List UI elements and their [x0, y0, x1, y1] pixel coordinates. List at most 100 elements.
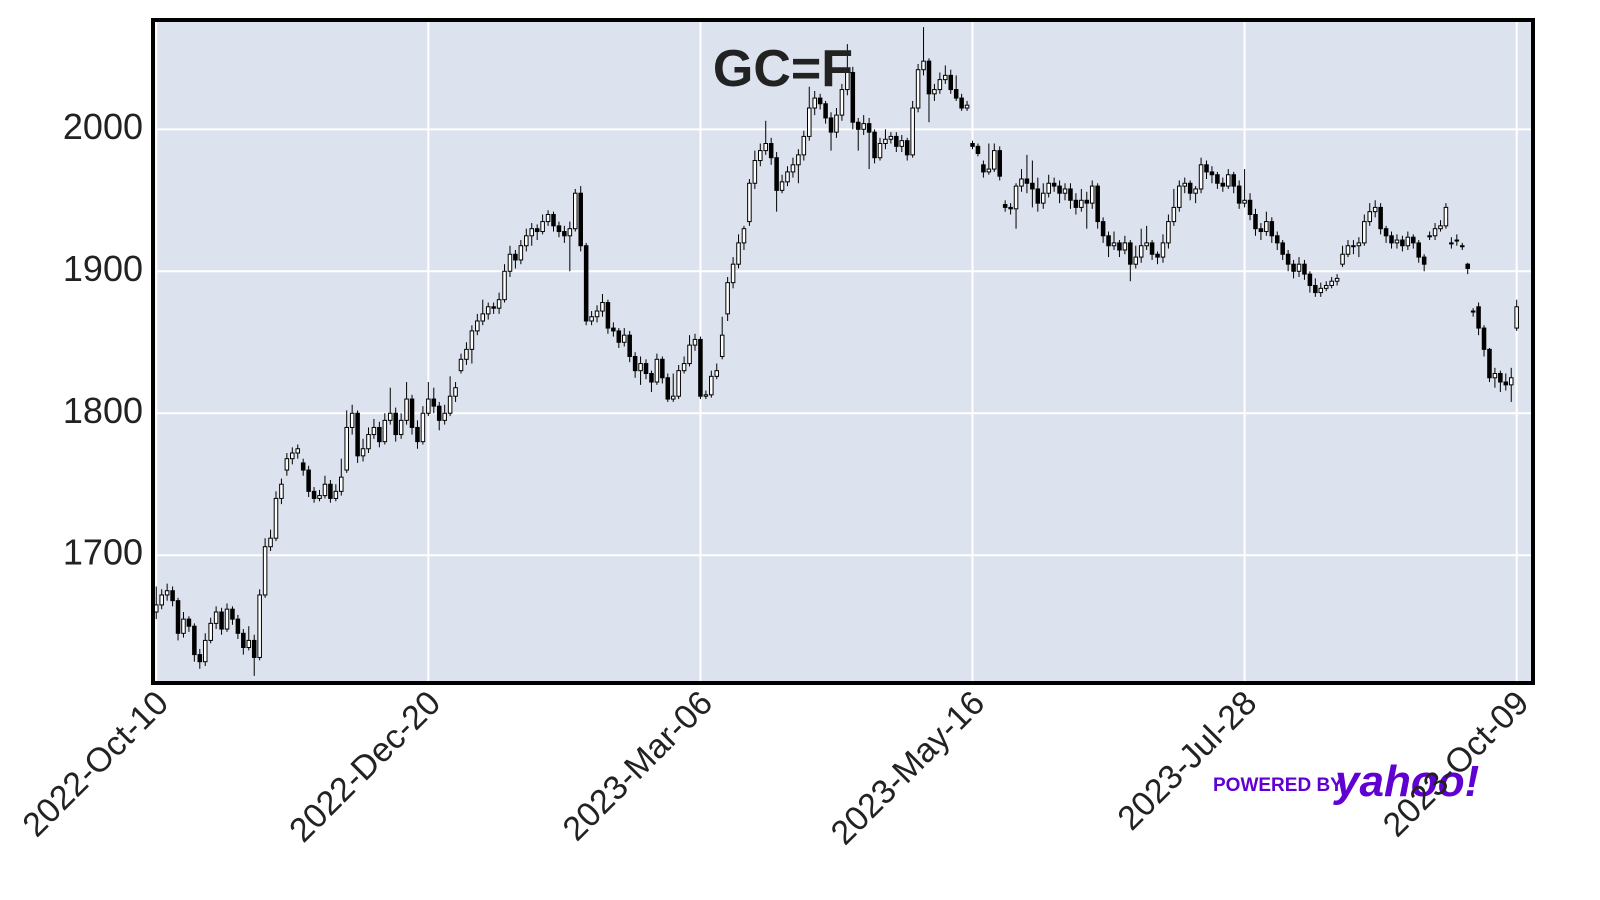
candle-body	[1258, 228, 1264, 233]
candle-body	[1487, 348, 1492, 379]
candle-body	[627, 334, 632, 357]
candle-body	[1313, 284, 1318, 294]
candle-body	[366, 434, 371, 450]
candle-body	[921, 60, 926, 71]
candle-body	[894, 135, 899, 147]
candle-body	[246, 639, 252, 649]
candle-body	[986, 168, 992, 173]
candle-body	[839, 89, 845, 116]
candle-body	[436, 405, 442, 421]
candle-body	[992, 150, 997, 170]
candle-body	[202, 639, 208, 663]
candle-body	[1253, 213, 1258, 230]
candle-body	[611, 327, 616, 332]
candle-body	[1411, 236, 1416, 244]
candle-body	[1231, 174, 1236, 187]
candle-body	[431, 398, 437, 407]
candle-body	[540, 221, 545, 233]
candle-body	[1187, 182, 1193, 194]
candle-body	[1465, 263, 1470, 269]
candle-body	[1051, 182, 1057, 187]
candle-body	[654, 358, 660, 383]
candle-body	[485, 306, 491, 315]
candle-body	[1367, 211, 1373, 223]
candle-body	[758, 150, 763, 162]
candle-body	[1459, 245, 1465, 248]
candle-body	[300, 462, 306, 471]
candle-body	[883, 138, 888, 145]
candle-body	[153, 604, 159, 613]
candle-body	[502, 270, 507, 301]
candle-body	[208, 622, 213, 641]
chart-title: GC=F	[713, 40, 853, 98]
candle-body	[420, 412, 426, 443]
candle-body	[1470, 310, 1476, 313]
candle-body	[1400, 239, 1405, 247]
candle-body	[932, 89, 937, 95]
candle-body	[1340, 253, 1345, 265]
candle-body	[556, 225, 562, 233]
candle-body	[1449, 242, 1454, 245]
candle-body	[725, 282, 730, 315]
candle-body	[1008, 206, 1013, 210]
candle-body	[1138, 245, 1144, 258]
candle-body	[322, 483, 328, 497]
candle-body	[262, 546, 268, 596]
candle-body	[573, 192, 578, 230]
candle-body	[774, 157, 779, 191]
candle-body	[937, 79, 943, 91]
candle-body	[1389, 235, 1394, 244]
candle-body	[1030, 182, 1035, 190]
candle-body	[1209, 171, 1215, 176]
candle-body	[970, 143, 975, 147]
candle-body	[426, 398, 431, 414]
candle-body	[393, 412, 398, 436]
candle-body	[1432, 228, 1438, 237]
candle-body	[681, 363, 687, 372]
candle-body	[1378, 206, 1383, 230]
candle-body	[1089, 185, 1095, 204]
plot-background	[153, 20, 1533, 683]
candle-body	[1329, 280, 1334, 286]
candle-body	[806, 107, 812, 137]
candle-body	[785, 171, 790, 183]
candle-body	[845, 72, 850, 91]
candle-body	[828, 117, 834, 133]
candle-body	[192, 625, 197, 656]
x-tick-label: 2022-Oct-10	[15, 684, 176, 845]
watermark-prefix: POWERED BY	[1213, 775, 1343, 796]
candle-body	[1220, 182, 1226, 187]
candle-body	[507, 253, 513, 272]
candle-body	[959, 97, 964, 109]
candle-body	[583, 245, 589, 322]
candle-body	[594, 310, 600, 318]
candle-body	[964, 104, 970, 109]
candle-body	[524, 235, 529, 247]
candle-body	[230, 608, 235, 620]
candle-body	[1514, 306, 1519, 329]
candle-body	[159, 594, 164, 606]
candle-body	[513, 253, 518, 261]
candle-body	[872, 131, 877, 159]
candle-body	[600, 302, 605, 312]
candle-body	[377, 426, 382, 443]
candle-body	[295, 448, 301, 454]
candle-body	[1225, 174, 1231, 187]
candle-body	[1122, 242, 1128, 251]
candle-body	[1204, 164, 1209, 173]
candle-body	[703, 394, 709, 397]
candle-body	[1269, 221, 1275, 237]
candle-body	[398, 419, 404, 436]
candle-body	[638, 363, 643, 372]
candle-body	[1024, 178, 1030, 184]
candle-body	[948, 74, 954, 91]
candle-body	[290, 452, 295, 460]
candle-body	[1247, 199, 1253, 215]
candle-body	[1166, 221, 1171, 244]
candle-body	[834, 114, 839, 133]
candle-body	[747, 182, 752, 223]
candle-body	[1296, 263, 1302, 272]
candle-body	[1160, 242, 1166, 258]
